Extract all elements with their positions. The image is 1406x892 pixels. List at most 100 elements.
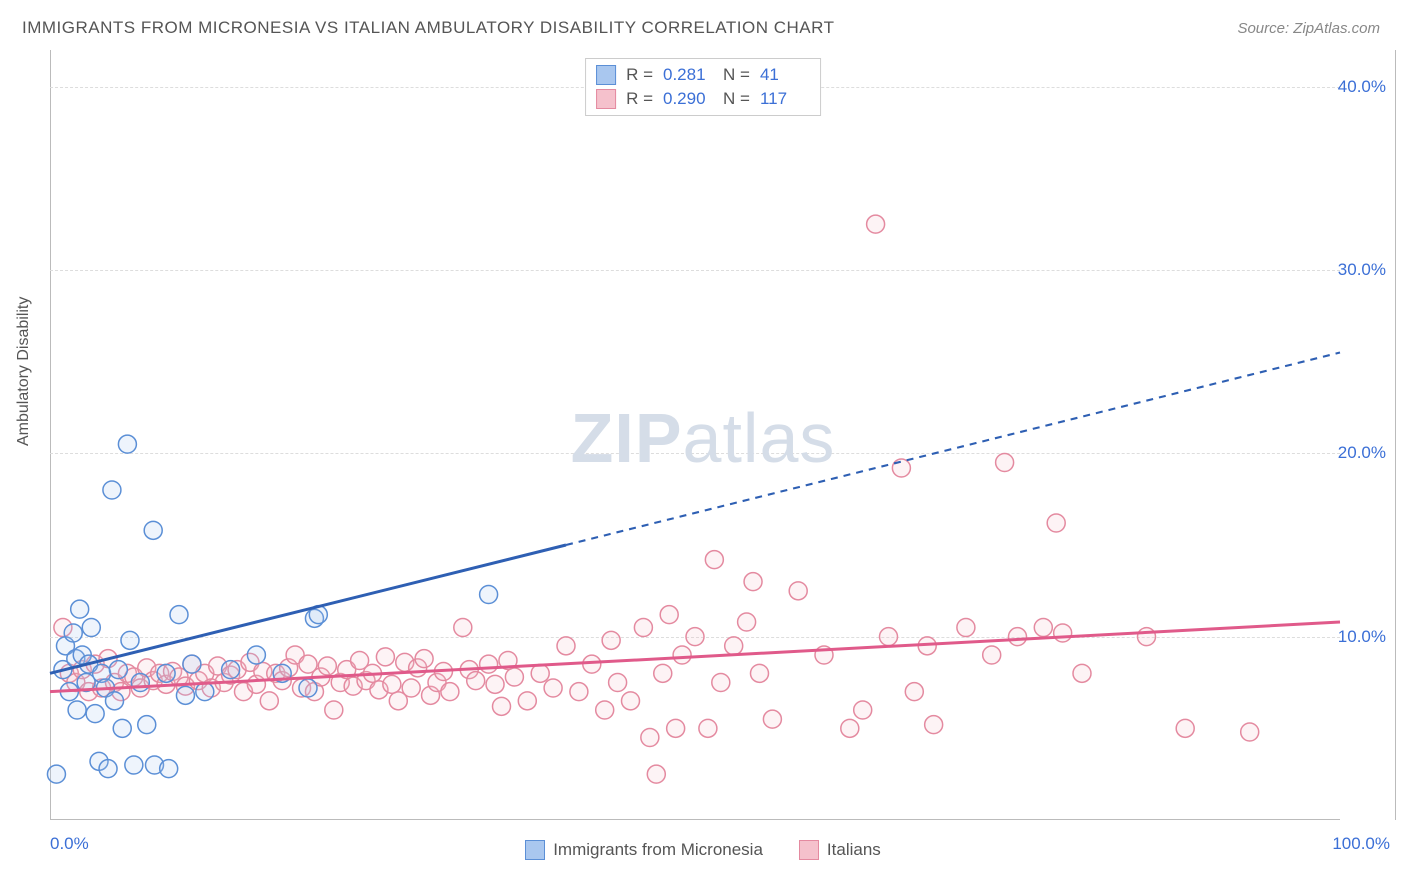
scatter-point <box>196 683 214 701</box>
scatter-point <box>744 573 762 591</box>
scatter-point <box>738 613 756 631</box>
scatter-point <box>557 637 575 655</box>
scatter-point <box>1073 664 1091 682</box>
scatter-point <box>125 756 143 774</box>
scatter-point <box>1138 628 1156 646</box>
scatter-point <box>1241 723 1259 741</box>
r-value-micronesia: 0.281 <box>663 63 713 87</box>
scatter-point <box>64 624 82 642</box>
scatter-point <box>247 646 265 664</box>
scatter-point <box>673 646 691 664</box>
scatter-point <box>441 683 459 701</box>
scatter-svg <box>50 50 1340 820</box>
scatter-point <box>103 481 121 499</box>
scatter-point <box>109 661 127 679</box>
scatter-point <box>609 674 627 692</box>
scatter-point <box>1047 514 1065 532</box>
scatter-point <box>144 521 162 539</box>
scatter-point <box>699 719 717 737</box>
legend-label-micronesia: Immigrants from Micronesia <box>553 840 763 860</box>
chart-container: IMMIGRANTS FROM MICRONESIA VS ITALIAN AM… <box>0 0 1406 892</box>
scatter-point <box>841 719 859 737</box>
scatter-point <box>376 648 394 666</box>
scatter-point <box>260 692 278 710</box>
legend-swatch-micronesia <box>525 840 545 860</box>
scatter-point <box>854 701 872 719</box>
n-value-italians: 117 <box>760 87 810 111</box>
scatter-point <box>905 683 923 701</box>
legend-item-italians: Italians <box>799 840 881 860</box>
scatter-point <box>480 655 498 673</box>
scatter-point <box>383 675 401 693</box>
r-label: R = <box>626 63 653 87</box>
scatter-point <box>634 619 652 637</box>
scatter-point <box>892 459 910 477</box>
scatter-point <box>176 686 194 704</box>
scatter-point <box>415 650 433 668</box>
r-value-italians: 0.290 <box>663 87 713 111</box>
scatter-point <box>138 716 156 734</box>
scatter-point <box>121 631 139 649</box>
scatter-point <box>402 679 420 697</box>
scatter-point <box>880 628 898 646</box>
scatter-point <box>544 679 562 697</box>
scatter-point <box>654 664 672 682</box>
trend-line-extrapolated <box>566 353 1340 546</box>
y-tick-label: 30.0% <box>1338 260 1386 280</box>
n-value-micronesia: 41 <box>760 63 810 87</box>
scatter-point <box>118 435 136 453</box>
legend-swatch-italians <box>799 840 819 860</box>
scatter-point <box>602 631 620 649</box>
scatter-point <box>157 664 175 682</box>
scatter-point <box>467 672 485 690</box>
scatter-point <box>454 619 472 637</box>
scatter-point <box>660 606 678 624</box>
trend-line <box>50 545 566 673</box>
y-tick-label: 40.0% <box>1338 77 1386 97</box>
n-label: N = <box>723 87 750 111</box>
scatter-point <box>299 679 317 697</box>
y-tick-label: 10.0% <box>1338 627 1386 647</box>
chart-title: IMMIGRANTS FROM MICRONESIA VS ITALIAN AM… <box>22 18 834 38</box>
scatter-point <box>170 606 188 624</box>
scatter-point <box>925 716 943 734</box>
scatter-point <box>712 674 730 692</box>
scatter-point <box>68 701 86 719</box>
scatter-point <box>318 657 336 675</box>
scatter-point <box>106 692 124 710</box>
scatter-point <box>647 765 665 783</box>
scatter-point <box>725 637 743 655</box>
scatter-point <box>789 582 807 600</box>
y-axis-label: Ambulatory Disability <box>15 297 33 446</box>
scatter-point <box>957 619 975 637</box>
scatter-point <box>486 675 504 693</box>
scatter-point <box>131 674 149 692</box>
scatter-point <box>71 600 89 618</box>
scatter-point <box>1009 628 1027 646</box>
scatter-point <box>667 719 685 737</box>
scatter-point <box>1054 624 1072 642</box>
y-tick-label: 20.0% <box>1338 443 1386 463</box>
n-label: N = <box>723 63 750 87</box>
scatter-point <box>867 215 885 233</box>
legend-row-italians: R = 0.290 N = 117 <box>596 87 810 111</box>
scatter-point <box>518 692 536 710</box>
scatter-point <box>183 655 201 673</box>
scatter-point <box>1176 719 1194 737</box>
legend-label-italians: Italians <box>827 840 881 860</box>
scatter-point <box>47 765 65 783</box>
scatter-point <box>570 683 588 701</box>
scatter-point <box>641 729 659 747</box>
scatter-point <box>983 646 1001 664</box>
legend-swatch-italians <box>596 89 616 109</box>
correlation-legend: R = 0.281 N = 41 R = 0.290 N = 117 <box>585 58 821 116</box>
scatter-point <box>686 628 704 646</box>
scatter-point <box>763 710 781 728</box>
scatter-point <box>325 701 343 719</box>
scatter-point <box>82 619 100 637</box>
scatter-point <box>480 586 498 604</box>
r-label: R = <box>626 87 653 111</box>
scatter-point <box>705 551 723 569</box>
scatter-point <box>86 705 104 723</box>
scatter-point <box>1034 619 1052 637</box>
